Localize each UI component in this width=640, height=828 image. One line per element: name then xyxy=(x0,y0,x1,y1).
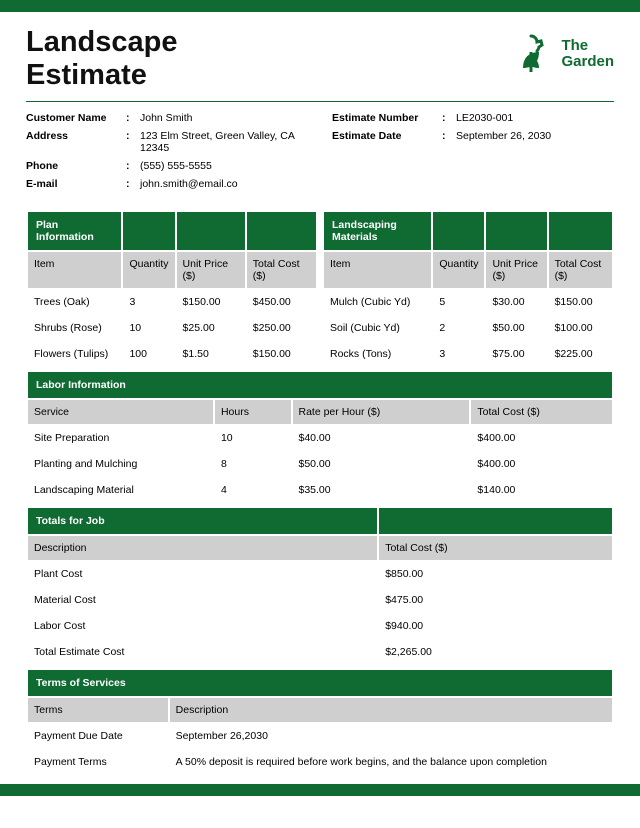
table-row: Landscaping Material4$35.00$140.00 xyxy=(28,478,612,502)
terms-col-term: Terms xyxy=(28,698,168,722)
customer-info: Customer Name:John Smith Address:123 Elm… xyxy=(26,112,308,196)
logo-text: The Garden xyxy=(561,38,614,71)
customer-name-label: Customer Name xyxy=(26,112,126,124)
materials-col-qty: Quantity xyxy=(433,252,484,288)
plan-col-qty: Quantity xyxy=(123,252,174,288)
table-row: Payment Due DateSeptember 26,2030 xyxy=(28,724,612,748)
terms-section-title: Terms of Services xyxy=(28,670,612,696)
materials-table: Landscaping Materials Item Quantity Unit… xyxy=(322,210,614,368)
labor-col-total: Total Cost ($) xyxy=(471,400,612,424)
totals-table: Totals for Job Description Total Cost ($… xyxy=(26,506,614,666)
estimate-date-label: Estimate Date xyxy=(332,130,442,142)
title-line2: Estimate xyxy=(26,59,178,92)
plan-and-materials: Plan Information Item Quantity Unit Pric… xyxy=(26,210,614,368)
materials-col-total: Total Cost ($) xyxy=(549,252,612,288)
phone-label: Phone xyxy=(26,160,126,172)
terms-col-desc: Description xyxy=(170,698,612,722)
logo-line2: Garden xyxy=(561,54,614,71)
address-label: Address xyxy=(26,130,126,154)
page-title: Landscape Estimate xyxy=(26,26,178,93)
table-row: Mulch (Cubic Yd)5$30.00$150.00 xyxy=(324,290,612,314)
table-row: Labor Cost$940.00 xyxy=(28,614,612,638)
email-label: E-mail xyxy=(26,178,126,190)
totals-section-title: Totals for Job xyxy=(28,508,377,534)
email: john.smith@email.co xyxy=(140,178,308,190)
table-row: Soil (Cubic Yd)2$50.00$100.00 xyxy=(324,316,612,340)
title-line1: Landscape xyxy=(26,26,178,59)
logo-line1: The xyxy=(561,38,614,55)
labor-col-hours: Hours xyxy=(215,400,291,424)
page-content: Landscape Estimate The Garden Customer N… xyxy=(0,12,640,784)
address: 123 Elm Street, Green Valley, CA 12345 xyxy=(140,130,308,154)
top-accent-bar xyxy=(0,0,640,12)
table-row: Material Cost$475.00 xyxy=(28,588,612,612)
table-row: Plant Cost$850.00 xyxy=(28,562,612,586)
estimate-number: LE2030-001 xyxy=(456,112,614,124)
estimate-number-label: Estimate Number xyxy=(332,112,442,124)
phone: (555) 555-5555 xyxy=(140,160,308,172)
table-row: Flowers (Tulips)100$1.50$150.00 xyxy=(28,342,316,366)
terms-table: Terms of Services Terms Description Paym… xyxy=(26,668,614,776)
table-row: Planting and Mulching8$50.00$400.00 xyxy=(28,452,612,476)
table-row: Total Estimate Cost$2,265.00 xyxy=(28,640,612,664)
leaf-gear-icon xyxy=(509,32,553,76)
materials-col-item: Item xyxy=(324,252,431,288)
totals-col-desc: Description xyxy=(28,536,377,560)
plan-col-total: Total Cost ($) xyxy=(247,252,316,288)
meta-block: Customer Name:John Smith Address:123 Elm… xyxy=(26,112,614,196)
labor-col-rate: Rate per Hour ($) xyxy=(293,400,470,424)
plan-section-title: Plan Information xyxy=(28,212,121,250)
table-row: Rocks (Tons)3$75.00$225.00 xyxy=(324,342,612,366)
materials-col-unit: Unit Price ($) xyxy=(486,252,546,288)
table-row: Site Preparation10$40.00$400.00 xyxy=(28,426,612,450)
plan-col-item: Item xyxy=(28,252,121,288)
labor-section-title: Labor Information xyxy=(28,372,612,398)
estimate-info: Estimate Number:LE2030-001 Estimate Date… xyxy=(332,112,614,196)
table-row: Payment TermsA 50% deposit is required b… xyxy=(28,750,612,774)
plan-col-unit: Unit Price ($) xyxy=(177,252,245,288)
materials-section-title: Landscaping Materials xyxy=(324,212,431,250)
header-divider xyxy=(26,101,614,102)
table-row: Shrubs (Rose)10$25.00$250.00 xyxy=(28,316,316,340)
labor-table: Labor Information Service Hours Rate per… xyxy=(26,370,614,504)
bottom-accent-bar xyxy=(0,784,640,796)
table-row: Trees (Oak)3$150.00$450.00 xyxy=(28,290,316,314)
estimate-date: September 26, 2030 xyxy=(456,130,614,142)
totals-col-total: Total Cost ($) xyxy=(379,536,612,560)
customer-name: John Smith xyxy=(140,112,308,124)
plan-table: Plan Information Item Quantity Unit Pric… xyxy=(26,210,318,368)
labor-col-service: Service xyxy=(28,400,213,424)
header: Landscape Estimate The Garden xyxy=(26,26,614,93)
logo: The Garden xyxy=(509,32,614,76)
